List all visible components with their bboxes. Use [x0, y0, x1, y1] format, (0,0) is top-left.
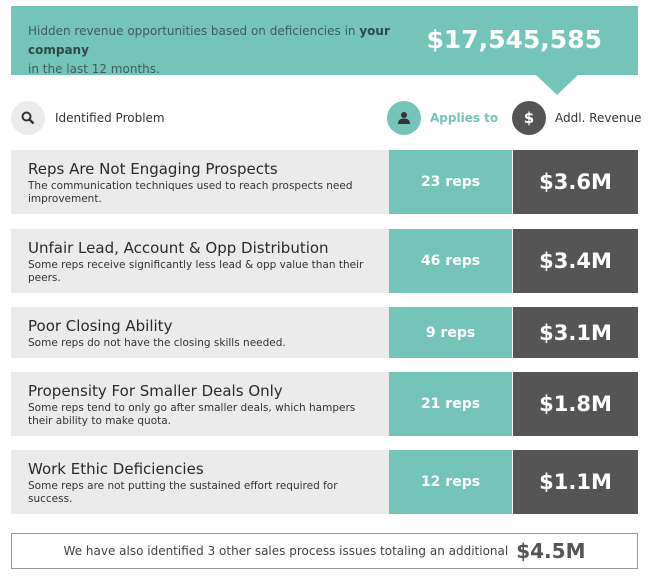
- additional-issues-text: We have also identified 3 other sales pr…: [63, 544, 509, 558]
- applies-to-count: 9 reps: [389, 307, 512, 358]
- search-icon: [11, 101, 45, 135]
- problem-row: Poor Closing Ability Some reps do not hav…: [11, 307, 638, 358]
- total-revenue: $17,545,585: [426, 25, 602, 54]
- header-addl-revenue: Addl. Revenue: [555, 111, 642, 125]
- problem-row: Propensity For Smaller Deals Only Some re…: [11, 372, 638, 436]
- problem-row: Reps Are Not Engaging Prospects The commu…: [11, 150, 638, 214]
- applies-to-count: 46 reps: [389, 229, 512, 293]
- problem-description: Some reps receive significantly less lea…: [28, 259, 364, 284]
- problem-description: Some reps are not putting the sustained …: [28, 480, 338, 505]
- person-icon: [387, 101, 421, 135]
- problem-cell: Unfair Lead, Account & Opp Distribution S…: [11, 229, 389, 293]
- problem-description: Some reps do not have the closing skills…: [28, 337, 286, 349]
- header-identified-problem: Identified Problem: [55, 111, 165, 125]
- problem-cell: Work Ethic Deficiencies Some reps are not…: [11, 450, 389, 514]
- problem-title: Reps Are Not Engaging Prospects: [28, 160, 278, 178]
- problem-cell: Poor Closing Ability Some reps do not hav…: [11, 307, 389, 358]
- problem-title: Propensity For Smaller Deals Only: [28, 382, 283, 400]
- addl-revenue-value: $3.4M: [513, 229, 638, 293]
- banner-pointer: [536, 75, 578, 95]
- addl-revenue-value: $3.1M: [513, 307, 638, 358]
- problem-cell: Propensity For Smaller Deals Only Some re…: [11, 372, 389, 436]
- addl-revenue-value: $1.1M: [513, 450, 638, 514]
- applies-to-count: 12 reps: [389, 450, 512, 514]
- additional-issues-value: $4.5M: [516, 539, 586, 563]
- addl-revenue-value: $3.6M: [513, 150, 638, 214]
- additional-issues-box: We have also identified 3 other sales pr…: [11, 533, 638, 569]
- applies-to-count: 21 reps: [389, 372, 512, 436]
- dollar-icon: $: [512, 101, 546, 135]
- banner-text: Hidden revenue opportunities based on de…: [28, 24, 390, 76]
- problem-row: Work Ethic Deficiencies Some reps are not…: [11, 450, 638, 514]
- problem-title: Work Ethic Deficiencies: [28, 460, 204, 478]
- problem-cell: Reps Are Not Engaging Prospects The commu…: [11, 150, 389, 214]
- summary-banner: Hidden revenue opportunities based on de…: [11, 6, 638, 76]
- problem-title: Unfair Lead, Account & Opp Distribution: [28, 239, 329, 257]
- problem-title: Poor Closing Ability: [28, 317, 173, 335]
- problem-description: The communication techniques used to rea…: [28, 180, 353, 205]
- problem-description: Some reps tend to only go after smaller …: [28, 402, 356, 427]
- addl-revenue-value: $1.8M: [513, 372, 638, 436]
- problem-row: Unfair Lead, Account & Opp Distribution S…: [11, 229, 638, 293]
- header-applies-to: Applies to: [430, 111, 499, 125]
- applies-to-count: 23 reps: [389, 150, 512, 214]
